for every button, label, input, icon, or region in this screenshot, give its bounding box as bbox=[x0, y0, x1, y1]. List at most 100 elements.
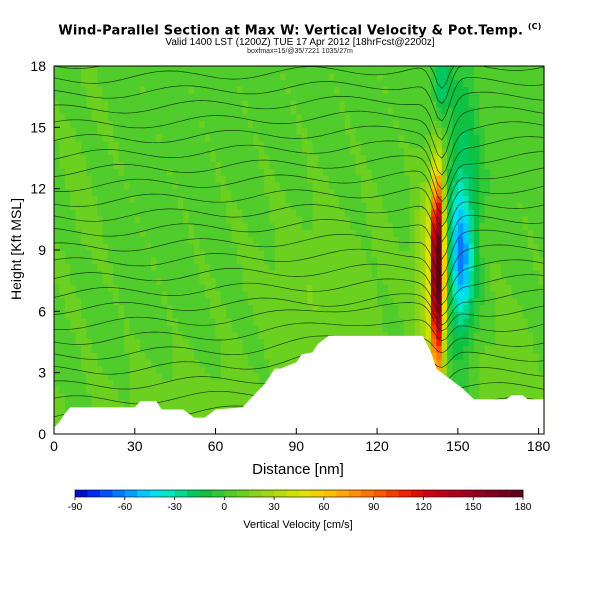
velocity-cell bbox=[511, 222, 518, 231]
velocity-cell bbox=[468, 379, 475, 387]
velocity-cell bbox=[258, 93, 265, 101]
velocity-cell bbox=[468, 127, 475, 135]
velocity-cell bbox=[355, 154, 362, 163]
velocity-cell bbox=[231, 79, 238, 88]
velocity-cell bbox=[317, 72, 324, 81]
velocity-cell bbox=[242, 256, 249, 265]
velocity-cell bbox=[97, 345, 104, 353]
velocity-cell bbox=[113, 120, 120, 128]
velocity-cell bbox=[323, 229, 330, 237]
velocity-cell bbox=[425, 304, 432, 312]
velocity-cell bbox=[280, 359, 287, 367]
velocity-cell bbox=[307, 93, 314, 101]
velocity-cell bbox=[339, 72, 346, 81]
velocity-cell bbox=[194, 250, 200, 258]
velocity-cell bbox=[102, 195, 109, 203]
velocity-cell bbox=[414, 331, 421, 340]
velocity-cell bbox=[220, 372, 227, 381]
velocity-cell bbox=[258, 100, 265, 108]
velocity-cell bbox=[258, 365, 265, 374]
velocity-cell bbox=[75, 202, 82, 210]
velocity-cell bbox=[457, 290, 464, 299]
velocity-cell bbox=[366, 202, 373, 210]
velocity-cell bbox=[312, 154, 319, 163]
velocity-cell bbox=[296, 318, 303, 326]
velocity-cell bbox=[538, 106, 545, 115]
velocity-cell bbox=[59, 277, 66, 285]
velocity-cell bbox=[409, 66, 416, 74]
velocity-cell bbox=[312, 127, 319, 135]
velocity-cell bbox=[226, 168, 233, 176]
velocity-cell bbox=[404, 229, 410, 237]
velocity-cell bbox=[91, 195, 98, 203]
velocity-cell bbox=[452, 100, 459, 108]
velocity-cell bbox=[54, 420, 60, 428]
velocity-cell bbox=[527, 393, 534, 401]
velocity-cell bbox=[441, 250, 448, 258]
velocity-cell bbox=[441, 229, 448, 237]
velocity-cell bbox=[290, 338, 297, 347]
velocity-cell bbox=[64, 263, 71, 272]
velocity-cell bbox=[129, 140, 136, 149]
velocity-cell bbox=[188, 127, 195, 135]
velocity-cell bbox=[86, 154, 93, 163]
velocity-cell bbox=[247, 215, 254, 224]
velocity-cell bbox=[468, 66, 475, 74]
velocity-cell bbox=[301, 147, 308, 156]
velocity-cell bbox=[468, 79, 475, 88]
velocity-cell bbox=[226, 147, 233, 156]
velocity-cell bbox=[334, 120, 340, 128]
velocity-cell bbox=[80, 140, 87, 149]
velocity-cell bbox=[258, 106, 265, 115]
velocity-cell bbox=[80, 175, 87, 183]
velocity-cell bbox=[145, 304, 152, 312]
velocity-cell bbox=[312, 222, 319, 231]
velocity-cell bbox=[323, 209, 330, 217]
velocity-cell bbox=[231, 72, 238, 81]
velocity-cell bbox=[188, 365, 195, 374]
velocity-cell bbox=[500, 100, 507, 108]
velocity-cell bbox=[436, 277, 443, 285]
velocity-cell bbox=[511, 386, 518, 394]
velocity-cell bbox=[97, 352, 104, 360]
velocity-cell bbox=[102, 93, 109, 101]
velocity-cell bbox=[317, 93, 324, 101]
velocity-cell bbox=[334, 127, 340, 135]
velocity-cell bbox=[404, 331, 410, 340]
velocity-cell bbox=[80, 386, 87, 394]
velocity-cell bbox=[124, 154, 130, 163]
velocity-cell bbox=[75, 277, 82, 285]
velocity-cell bbox=[107, 277, 114, 285]
velocity-cell bbox=[75, 79, 82, 88]
velocity-cell bbox=[350, 202, 357, 210]
velocity-cell bbox=[199, 365, 206, 374]
velocity-cell bbox=[517, 324, 524, 333]
velocity-cell bbox=[484, 222, 491, 231]
velocity-cell bbox=[484, 127, 491, 135]
velocity-cell bbox=[183, 250, 190, 258]
velocity-cell bbox=[231, 399, 238, 408]
velocity-cell bbox=[118, 379, 125, 387]
velocity-cell bbox=[538, 100, 545, 108]
velocity-cell bbox=[188, 243, 195, 251]
velocity-cell bbox=[377, 181, 384, 190]
velocity-cell bbox=[377, 66, 384, 74]
velocity-cell bbox=[420, 154, 427, 163]
velocity-cell bbox=[506, 127, 513, 135]
velocity-cell bbox=[75, 229, 82, 237]
velocity-cell bbox=[150, 236, 157, 244]
velocity-cell bbox=[522, 181, 529, 190]
velocity-cell bbox=[296, 175, 303, 183]
velocity-cell bbox=[447, 161, 454, 169]
velocity-cell bbox=[285, 243, 292, 251]
velocity-cell bbox=[495, 311, 502, 319]
velocity-cell bbox=[194, 195, 200, 203]
velocity-cell bbox=[452, 250, 459, 258]
velocity-cell bbox=[156, 338, 163, 347]
velocity-cell bbox=[463, 229, 470, 237]
velocity-cell bbox=[86, 140, 93, 149]
colorbar-swatch bbox=[261, 490, 275, 497]
velocity-cell bbox=[441, 263, 448, 272]
velocity-cell bbox=[334, 250, 340, 258]
velocity-cell bbox=[522, 311, 529, 319]
